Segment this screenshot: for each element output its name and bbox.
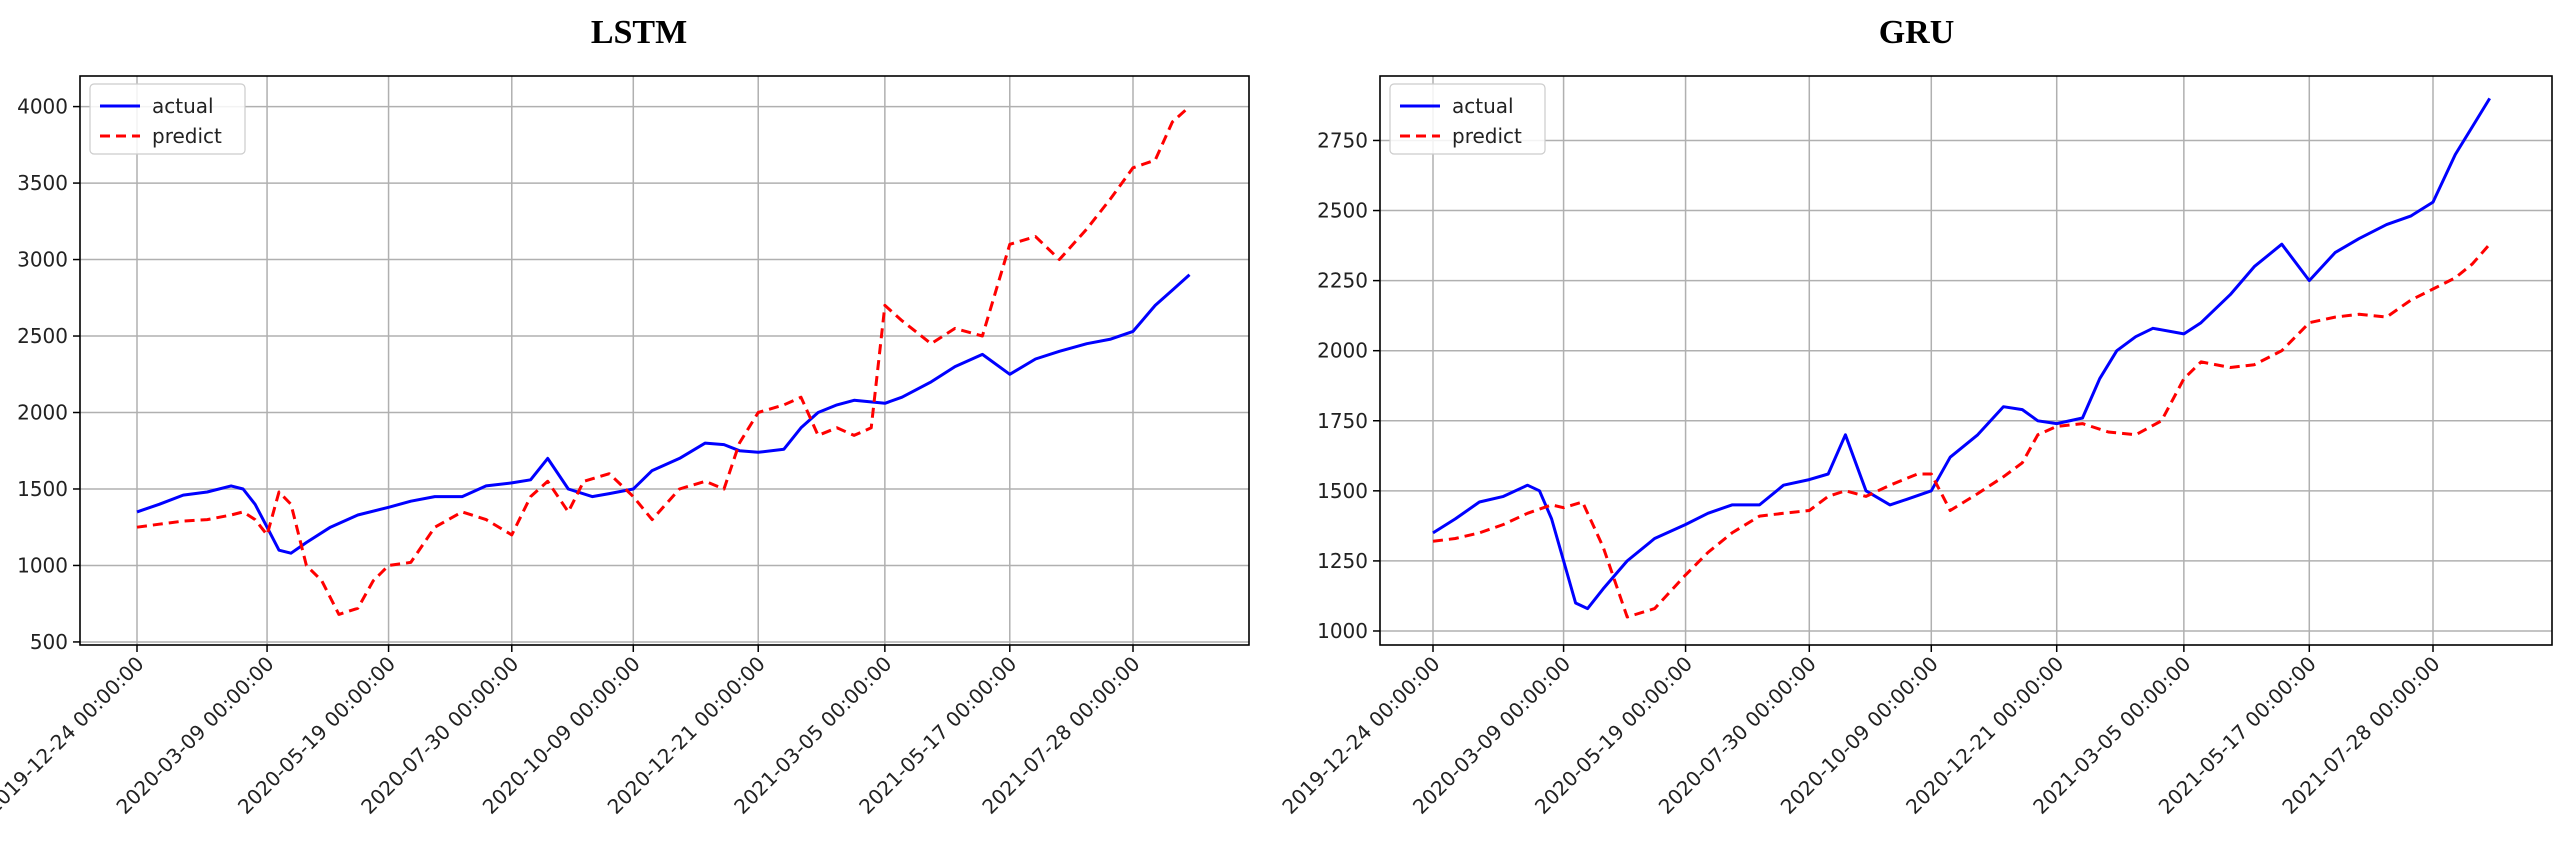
plot-frame: [79, 75, 1250, 646]
y-tick-label: 1500: [1317, 479, 1368, 503]
series-line-actual: [1432, 97, 2491, 611]
series-line-predict: [136, 105, 1191, 616]
legend-label-predict: predict: [152, 124, 222, 148]
y-tick-label: 3500: [17, 171, 68, 195]
y-tick-label: 2750: [1317, 128, 1368, 152]
lstm-plot: 50010001500200025003000350040002019-12-2…: [0, 75, 1250, 819]
y-tick-label: 1000: [1317, 619, 1368, 643]
legend-label-predict: predict: [1452, 124, 1522, 148]
y-tick-label: 1500: [17, 477, 68, 501]
legend-label-actual: actual: [1452, 94, 1514, 118]
y-tick-label: 3000: [17, 248, 68, 272]
y-tick-label: 2000: [17, 401, 68, 425]
lstm-chart: LSTM 500 1000 1500 2000 2500 3000 3500 4000 2019…: [0, 14, 1250, 819]
legend-box: [89, 83, 246, 155]
y-tick-label: 2500: [17, 324, 68, 348]
chart-title: GRU: [1878, 14, 1955, 51]
series-line-predict: [1432, 243, 2491, 619]
chart-title: LSTM: [590, 14, 688, 51]
y-tick-label: 2000: [1317, 339, 1368, 363]
plot-frame: [1379, 75, 2553, 646]
series-line-actual: [136, 273, 1191, 555]
y-tick-label: 1000: [17, 553, 68, 577]
y-tick-label: 500: [30, 630, 68, 654]
gru-plot: 100012501500175020002250250027502019-12-…: [1278, 75, 2553, 819]
legend-box: [1389, 83, 1546, 155]
y-tick-label: 2500: [1317, 199, 1368, 223]
y-tick-label: 2250: [1317, 269, 1368, 293]
y-tick-label: 1750: [1317, 409, 1368, 433]
y-tick-label: 4000: [17, 95, 68, 119]
legend-label-actual: actual: [152, 94, 214, 118]
gru-chart: GRU 1000 1250 1500 1750 2000 2250 2500 2750 2019…: [1278, 0, 2555, 845]
y-tick-label: 1250: [1317, 549, 1368, 573]
